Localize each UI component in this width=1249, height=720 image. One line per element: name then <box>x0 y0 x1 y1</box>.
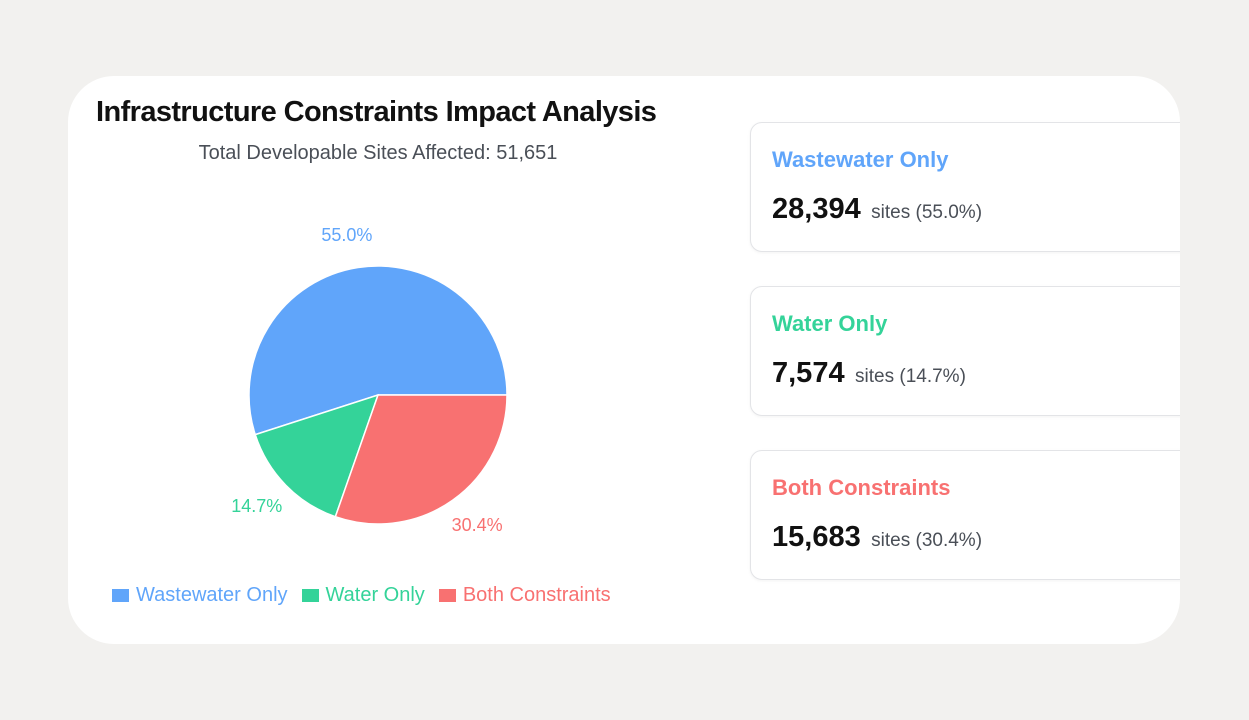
legend-swatch-wastewater <box>112 589 129 602</box>
stat-label-water: Water Only <box>772 311 888 336</box>
legend-item-water[interactable]: Water Only <box>301 584 425 607</box>
legend-item-wastewater[interactable]: Wastewater Only <box>112 584 288 607</box>
pie-slice-both[interactable] <box>334 394 508 525</box>
legend-swatch-water <box>301 589 319 602</box>
pie-label-wastewater: 55.0% <box>321 225 372 245</box>
pie-slice-wastewater[interactable] <box>248 265 508 436</box>
pie-chart: 55.0% 14.7% 30.4% <box>231 225 508 535</box>
legend-label-wastewater: Wastewater Only <box>136 584 288 606</box>
stat-value-row: 28,394 sites (55.0%) <box>772 193 982 226</box>
stat-label-wastewater: Wastewater Only <box>772 147 949 172</box>
legend-label-both: Both Constraints <box>462 584 611 606</box>
legend-label-water: Water Only <box>325 584 425 606</box>
pie-label-water: 14.7% <box>231 496 282 516</box>
stat-unit-both: sites (30.4%) <box>871 530 983 551</box>
stat-number-wastewater: 28,394 <box>772 193 861 225</box>
pie-slice-water[interactable] <box>254 393 380 518</box>
chart-title: Infrastructure Constraints Impact Analys… <box>96 96 657 128</box>
stat-value-row: 15,683 sites (30.4%) <box>772 521 982 554</box>
legend-swatch-both <box>438 589 456 602</box>
legend-item-both[interactable]: Both Constraints <box>438 584 611 607</box>
stat-unit-water: sites (14.7%) <box>855 366 966 387</box>
stat-card-both: Both Constraints 15,683 sites (30.4%) <box>750 450 1180 580</box>
pie-label-both: 30.4% <box>452 515 503 535</box>
chart-subtitle: Total Developable Sites Affected: 51,651 <box>198 142 558 164</box>
stat-number-both: 15,683 <box>772 521 861 553</box>
chart-legend: Wastewater Only Water Only Both Constrai… <box>112 584 625 607</box>
stat-number-water: 7,574 <box>772 357 845 389</box>
stat-card-water: Water Only 7,574 sites (14.7%) <box>750 286 1180 416</box>
analysis-card: Infrastructure Constraints Impact Analys… <box>68 76 1180 644</box>
stat-value-row: 7,574 sites (14.7%) <box>772 357 966 390</box>
stat-unit-wastewater: sites (55.0%) <box>871 202 983 223</box>
stat-card-wastewater: Wastewater Only 28,394 sites (55.0%) <box>750 122 1180 252</box>
stat-label-both: Both Constraints <box>772 475 951 500</box>
